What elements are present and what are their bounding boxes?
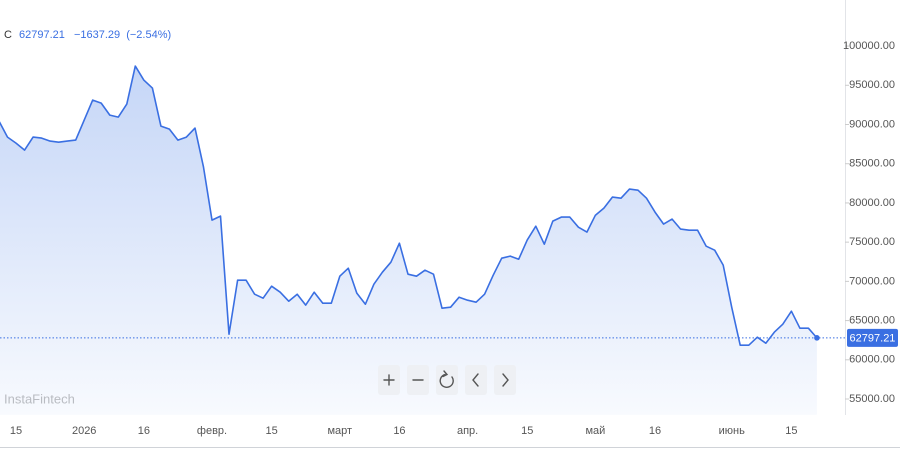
x-tick-label: 15 — [10, 425, 22, 437]
area — [0, 66, 817, 415]
x-tick-label: июнь — [719, 425, 745, 437]
plot-area: 55000.00 60000.00 65000.00 70000.00 75000.00… — [0, 40, 895, 437]
x-tick-label: февр. — [197, 425, 227, 437]
scroll-left-button[interactable] — [465, 365, 487, 395]
x-tick-label: апр. — [457, 425, 478, 437]
y-tick-label: 65000.00 — [849, 314, 895, 326]
price-line — [0, 65, 818, 346]
y-tick-label: 80000.00 — [849, 197, 895, 209]
y-tick-label: 85000.00 — [849, 158, 895, 170]
watermark: InstaFintech — [4, 391, 75, 406]
y-tick-label: 75000.00 — [849, 236, 895, 248]
x-tick-label: май — [585, 425, 605, 437]
x-tick-label: 16 — [649, 425, 661, 437]
y-tick-label: 100000.00 — [843, 40, 895, 52]
y-tick-label: 95000.00 — [849, 79, 895, 91]
x-tick-label: 2026 — [72, 425, 96, 437]
reset-button[interactable] — [436, 365, 458, 395]
change-percent: (−2.54%) — [126, 29, 171, 41]
zoom-in-button[interactable] — [378, 365, 400, 395]
chart-controls — [378, 365, 516, 395]
x-tick-label: 15 — [521, 425, 533, 437]
last-price-badge — [847, 328, 898, 347]
y-tick-label: 55000.00 — [849, 393, 895, 405]
chart-header: C 62797.21 −1637.29 (−2.54%) — [4, 29, 171, 41]
last-price-label: 62797.21 — [850, 332, 896, 344]
y-tick-label: 90000.00 — [849, 118, 895, 130]
last-price: 62797.21 — [19, 29, 65, 41]
zoom-out-button[interactable] — [407, 365, 429, 395]
scroll-right-button[interactable] — [494, 365, 516, 395]
x-tick-label: 16 — [138, 425, 150, 437]
x-tick-label: 15 — [785, 425, 797, 437]
x-tick-label: 16 — [393, 425, 405, 437]
x-tick-label: 15 — [266, 425, 278, 437]
symbol: C — [4, 29, 12, 41]
x-tick-label: март — [327, 425, 352, 437]
y-tick-label: 60000.00 — [849, 354, 895, 366]
y-tick-label: 70000.00 — [849, 275, 895, 287]
change: −1637.29 — [74, 29, 120, 41]
